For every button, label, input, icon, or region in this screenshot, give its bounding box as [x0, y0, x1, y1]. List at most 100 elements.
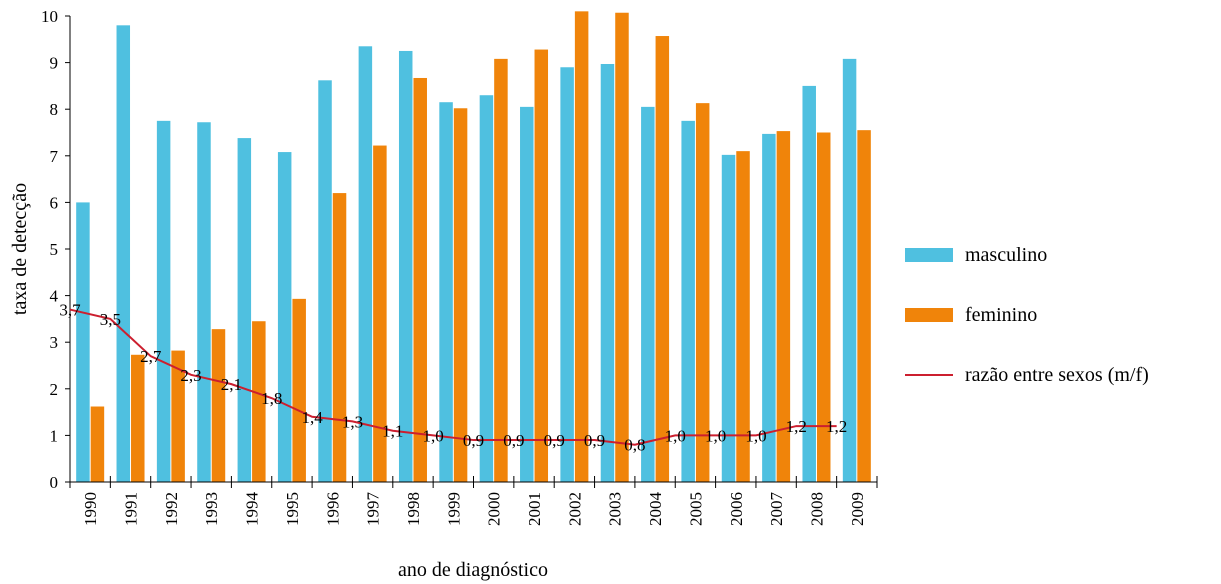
bar-feminino [131, 354, 145, 482]
x-tick-label: 1999 [444, 492, 463, 526]
legend-label-feminino: feminino [965, 303, 1038, 326]
x-tick-label: 2003 [606, 492, 625, 526]
bar-feminino [816, 132, 831, 482]
x-tick-label: 2006 [727, 492, 746, 526]
ratio-data-label: 1,0 [705, 426, 726, 445]
bar-feminino [736, 151, 750, 482]
legend-label-ratio: razão entre sexos (m/f) [965, 363, 1149, 386]
ratio-data-label: 0,9 [503, 431, 524, 450]
ratio-data-label: 1,2 [786, 417, 807, 436]
bar-masculino [762, 133, 776, 482]
ratio-data-label: 0,9 [544, 431, 565, 450]
bar-masculino [681, 120, 695, 482]
bar-masculino [277, 152, 292, 482]
legend: masculino feminino razão entre sexos (m/… [905, 225, 1221, 405]
bar-masculino [560, 67, 574, 482]
bar-feminino [90, 406, 105, 482]
x-axis-title: ano de diagnóstico [398, 559, 548, 581]
bar-feminino [252, 321, 266, 482]
bar-feminino [413, 77, 427, 482]
y-tick-label: 3 [50, 333, 59, 352]
ratio-data-label: 2,3 [180, 366, 201, 385]
y-tick-label: 5 [50, 240, 59, 259]
bar-masculino [237, 138, 252, 483]
ratio-data-label: 1,0 [745, 426, 766, 445]
bar-feminino [373, 145, 387, 482]
y-tick-label: 10 [41, 7, 58, 26]
x-tick-label: 2008 [807, 492, 826, 526]
bar-masculino [156, 120, 171, 482]
ratio-data-label: 1,2 [826, 417, 847, 436]
bar-feminino [494, 58, 508, 482]
ratio-data-label: 1,0 [665, 426, 686, 445]
x-tick-label: 2001 [525, 492, 544, 526]
x-tick-label: 1991 [122, 492, 141, 526]
bar-feminino [453, 108, 468, 482]
x-tick-label: 1993 [202, 492, 221, 526]
ratio-line [69, 308, 837, 446]
bar-feminino [615, 12, 629, 482]
x-tick-label: 1994 [243, 492, 262, 527]
bar-feminino [655, 36, 670, 483]
legend-swatch-masculino [905, 248, 953, 262]
bar-masculino [802, 85, 816, 483]
x-tick-label: 1990 [81, 492, 100, 526]
x-tick-label: 1995 [283, 492, 302, 526]
x-tick-label: 1992 [162, 492, 181, 526]
legend-item-feminino: feminino [905, 285, 1221, 345]
bar-feminino [857, 130, 871, 483]
series-ratio-line: 3,7 3,5 2,7 2,3 2,1 1,8 1,4 1,3 1,1 1,0 0,9 0,9 0,9 0… [59, 301, 847, 455]
x-tick-label: 2000 [485, 492, 504, 526]
ratio-data-label: 0,9 [584, 431, 605, 450]
x-tick-label: 1997 [364, 492, 383, 527]
bar-masculino [398, 50, 413, 482]
bar-feminino [776, 131, 791, 483]
bar-feminino [332, 193, 347, 482]
bar-feminino [292, 298, 306, 482]
bar-feminino [695, 103, 710, 482]
y-tick-label: 8 [50, 100, 59, 119]
y-tick-label: 0 [50, 473, 59, 492]
ratio-data-label: 1,3 [342, 412, 363, 431]
ratio-data-label: 2,1 [221, 375, 242, 394]
ratio-data-label: 1,1 [382, 422, 403, 441]
bar-masculino [439, 102, 453, 483]
series-masculino-bars [76, 25, 857, 483]
y-axis-title: taxa de detecção [9, 183, 31, 315]
legend-swatch-ratio [905, 374, 953, 376]
bar-masculino [641, 106, 655, 483]
ratio-data-label: 3,7 [59, 301, 81, 320]
legend-item-masculino: masculino [905, 225, 1221, 285]
bar-masculino [520, 106, 534, 483]
y-tick-label: 6 [50, 193, 59, 212]
bar-masculino [600, 63, 615, 483]
legend-swatch-feminino [905, 308, 953, 322]
ratio-data-label: 1,4 [301, 408, 323, 427]
legend-item-ratio: razão entre sexos (m/f) [905, 345, 1221, 405]
x-tick-label: 1998 [404, 492, 423, 526]
y-tick-label: 1 [50, 426, 59, 445]
bar-masculino [358, 46, 373, 482]
bar-masculino [76, 202, 90, 482]
bar-feminino [211, 329, 226, 482]
ratio-data-label: 1,0 [423, 426, 444, 445]
bar-masculino [479, 95, 494, 482]
ratio-data-label: 0,8 [624, 436, 645, 455]
x-tick-label: 1996 [323, 492, 342, 526]
x-tick-label: 2005 [686, 492, 705, 526]
legend-label-masculino: masculino [965, 243, 1048, 266]
ratio-data-label: 2,7 [140, 347, 162, 366]
x-tick-label: 2007 [767, 492, 786, 527]
series-feminino-bars [90, 11, 871, 483]
bar-masculino [842, 58, 857, 482]
bar-feminino [534, 49, 549, 482]
bar-masculino [197, 122, 211, 483]
ratio-data-label: 1,8 [261, 389, 282, 408]
x-ticks: 1990 1991 1992 1993 1994 1995 1996 1997 1998 1999… [69, 476, 878, 527]
axes [69, 16, 877, 483]
x-tick-label: 2002 [565, 492, 584, 526]
x-tick-label: 2004 [646, 492, 665, 527]
bar-masculino [318, 80, 332, 483]
y-tick-label: 9 [50, 54, 59, 73]
